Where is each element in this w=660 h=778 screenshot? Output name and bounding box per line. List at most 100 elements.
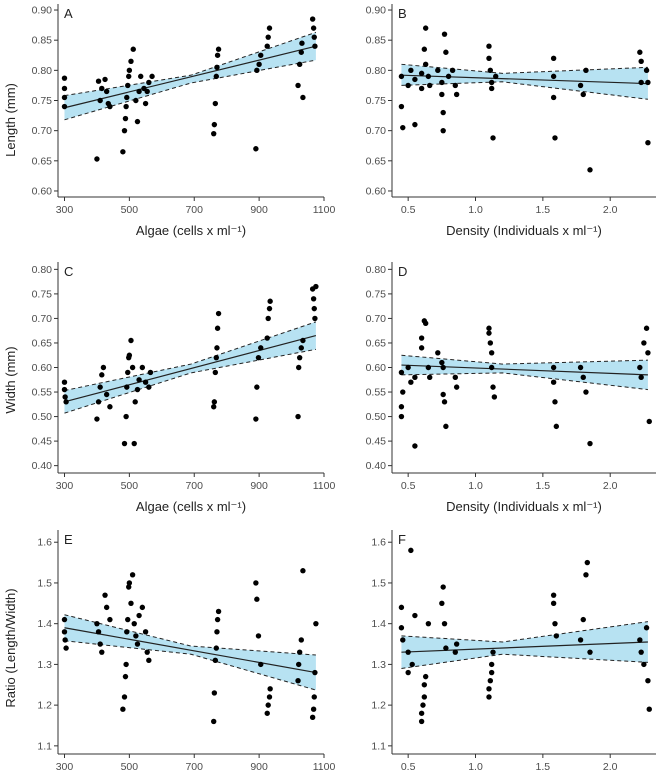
- y-tick-label-a-4: 0.80: [32, 65, 53, 77]
- data-point-a-37: [215, 46, 222, 52]
- data-point-e-10: [107, 616, 113, 623]
- data-point-d-15: [439, 359, 445, 366]
- data-point-a-8: [102, 76, 108, 83]
- band-lower-f: [401, 653, 648, 669]
- y-tick-label-b-2: 0.70: [366, 125, 387, 137]
- band-upper-b: [401, 63, 648, 74]
- data-point-e-29: [211, 718, 217, 725]
- data-point-d-13: [427, 374, 433, 381]
- data-point-b-45: [645, 140, 651, 146]
- data-point-a-17: [125, 82, 131, 89]
- y-tick-label-a-6: 0.90: [32, 5, 53, 17]
- data-point-c-50: [312, 315, 318, 322]
- panel-letter-c: C: [64, 264, 73, 279]
- data-point-c-10: [107, 404, 113, 410]
- data-point-a-3: [61, 103, 68, 110]
- data-point-e-7: [99, 649, 105, 655]
- panel-b: 0.60 0.65 0.70 0.75 0.80 0.85 0.90 0.5 1.0 1.5 2.0…: [366, 4, 656, 238]
- data-point-c-51: [313, 283, 319, 290]
- data-point-a-23: [134, 118, 141, 125]
- data-point-e-39: [258, 661, 264, 668]
- data-point-d-29: [550, 364, 557, 371]
- data-point-c-42: [295, 413, 301, 420]
- y-axis-label-row2: Width (mm): [3, 346, 18, 413]
- data-point-b-20: [443, 49, 449, 55]
- data-point-e-32: [213, 645, 220, 651]
- x-tick-label-c-1: 500: [121, 480, 139, 492]
- x-tick-label-b-2: 1.5: [536, 204, 551, 216]
- data-point-d-19: [443, 423, 449, 430]
- data-point-f-38: [641, 661, 647, 668]
- data-point-b-15: [439, 79, 445, 86]
- data-point-f-11: [421, 694, 428, 700]
- y-tick-label-c-4: 0.60: [32, 362, 53, 374]
- band-upper-e: [64, 614, 316, 656]
- data-point-e-24: [136, 612, 142, 619]
- data-point-c-21: [134, 386, 141, 393]
- x-tick-label-e-1: 500: [121, 761, 139, 773]
- data-point-b-26: [486, 55, 492, 61]
- data-point-c-0: [61, 379, 68, 385]
- data-point-b-11: [422, 61, 429, 68]
- data-point-e-1: [61, 629, 68, 635]
- data-point-c-35: [254, 384, 260, 390]
- data-point-d-23: [486, 330, 492, 336]
- x-tick-label-e-2: 700: [185, 761, 203, 773]
- data-point-e-51: [311, 694, 317, 700]
- y-tick-label-f-2: 1.3: [371, 659, 386, 671]
- data-point-c-14: [125, 369, 131, 376]
- data-point-d-5: [408, 379, 414, 385]
- y-tick-label-f-1: 1.2: [371, 700, 386, 712]
- data-point-e-35: [215, 608, 222, 615]
- data-point-d-41: [645, 350, 651, 356]
- data-point-d-1: [398, 404, 405, 410]
- data-point-d-25: [488, 350, 495, 356]
- data-point-d-31: [552, 399, 558, 405]
- y-tick-label-a-1: 0.65: [32, 155, 53, 167]
- data-point-a-48: [299, 40, 305, 46]
- data-point-a-11: [107, 103, 113, 110]
- data-point-b-22: [449, 67, 456, 74]
- data-point-d-38: [638, 374, 644, 381]
- data-point-f-8: [418, 718, 425, 725]
- data-point-b-31: [493, 73, 499, 80]
- data-point-d-7: [412, 374, 418, 381]
- data-point-c-16: [126, 352, 133, 358]
- data-point-c-33: [215, 310, 222, 317]
- x-tick-label-a-2: 700: [185, 204, 203, 216]
- confidence-band-d: [401, 355, 648, 390]
- data-point-c-30: [213, 354, 220, 361]
- data-point-b-14: [435, 67, 441, 74]
- data-point-d-4: [405, 364, 411, 371]
- data-point-b-21: [445, 73, 452, 80]
- data-point-b-23: [452, 82, 459, 89]
- data-point-b-5: [412, 121, 418, 128]
- data-point-f-41: [646, 706, 652, 712]
- y-tick-label-e-1: 1.2: [37, 700, 52, 712]
- data-point-d-17: [440, 391, 446, 398]
- data-point-e-12: [121, 694, 128, 700]
- data-point-d-6: [412, 443, 418, 449]
- panel-letter-d: D: [398, 264, 407, 279]
- data-point-b-0: [398, 73, 405, 80]
- data-point-e-3: [63, 645, 69, 651]
- data-point-d-8: [418, 345, 425, 351]
- panel-letter-e: E: [64, 532, 73, 547]
- data-point-f-9: [418, 710, 425, 716]
- data-point-b-8: [418, 70, 425, 77]
- y-tick-label-e-4: 1.5: [37, 577, 52, 589]
- data-point-b-41: [638, 58, 644, 64]
- y-tick-label-d-1: 0.45: [366, 436, 387, 448]
- data-point-f-12: [421, 682, 428, 688]
- data-point-e-36: [253, 580, 259, 586]
- data-point-e-45: [295, 661, 302, 668]
- data-point-f-3: [405, 649, 411, 655]
- y-tick-label-b-4: 0.80: [366, 65, 387, 77]
- y-tick-label-c-5: 0.65: [32, 337, 53, 349]
- data-point-c-36: [255, 354, 262, 361]
- data-point-b-37: [580, 91, 586, 98]
- data-point-e-14: [123, 661, 129, 668]
- data-point-d-21: [453, 384, 460, 390]
- data-point-f-7: [412, 612, 418, 619]
- data-point-a-24: [136, 88, 142, 95]
